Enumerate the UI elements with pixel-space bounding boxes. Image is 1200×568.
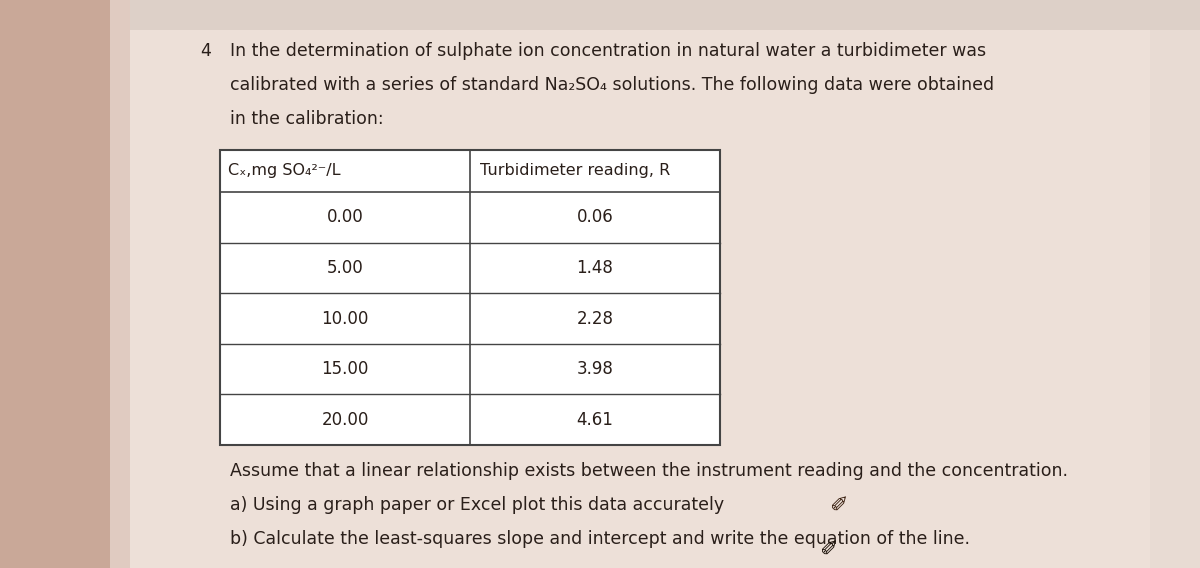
Text: Cₓ,mg SO₄²⁻/L: Cₓ,mg SO₄²⁻/L (228, 164, 341, 178)
Text: 0.06: 0.06 (577, 208, 613, 226)
Bar (130, 0, 1200, 30)
Text: calibrated with a series of standard Na₂SO₄ solutions. The following data were o: calibrated with a series of standard Na₂… (230, 76, 994, 94)
Bar (220, 150, 720, 445)
Bar (110, 0, 130, 568)
Text: In the determination of sulphate ion concentration in natural water a turbidimet: In the determination of sulphate ion con… (230, 42, 986, 60)
Text: 4: 4 (200, 42, 211, 60)
Text: 10.00: 10.00 (322, 310, 368, 328)
Bar (1150, 0, 1200, 568)
Text: 2.28: 2.28 (576, 310, 613, 328)
Text: 20.00: 20.00 (322, 411, 368, 429)
Bar (220, 150, 720, 445)
Text: 4.61: 4.61 (576, 411, 613, 429)
Text: ✐: ✐ (830, 496, 848, 516)
Text: Turbidimeter reading, R: Turbidimeter reading, R (480, 164, 671, 178)
Text: 3.98: 3.98 (576, 360, 613, 378)
Text: b) Calculate the least-squares slope and intercept and write the equation of the: b) Calculate the least-squares slope and… (230, 530, 970, 548)
Bar (0, 0, 130, 568)
Text: a) Using a graph paper or Excel plot this data accurately: a) Using a graph paper or Excel plot thi… (230, 496, 724, 514)
Text: 15.00: 15.00 (322, 360, 368, 378)
Text: ✐: ✐ (820, 540, 839, 560)
Text: 0.00: 0.00 (326, 208, 364, 226)
Text: in the calibration:: in the calibration: (230, 110, 384, 128)
Text: 5.00: 5.00 (326, 259, 364, 277)
Text: 1.48: 1.48 (576, 259, 613, 277)
Text: Assume that a linear relationship exists between the instrument reading and the : Assume that a linear relationship exists… (230, 462, 1068, 480)
